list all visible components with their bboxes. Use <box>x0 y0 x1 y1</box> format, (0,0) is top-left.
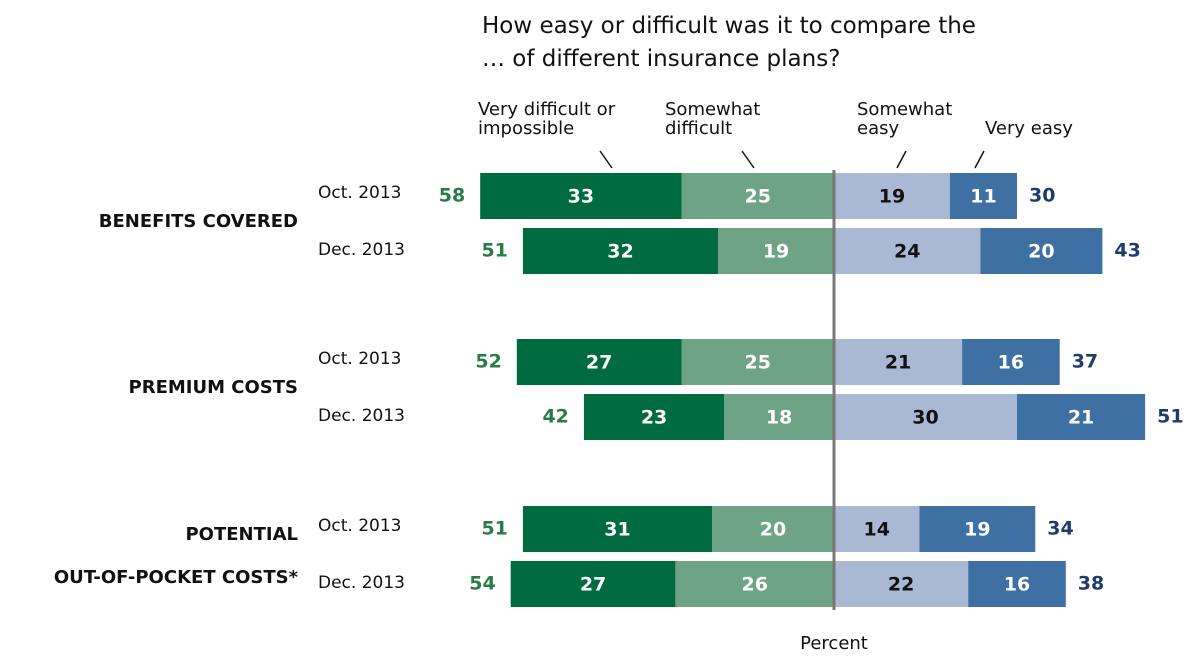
value-label: 26 <box>741 574 767 596</box>
pointer <box>741 150 755 169</box>
value-label: 19 <box>879 186 905 208</box>
value-label: 19 <box>763 241 789 263</box>
bar-segment <box>968 561 1066 607</box>
legend-label: Very easy <box>985 118 1073 139</box>
bar-segment <box>834 173 950 219</box>
bar-segment <box>834 339 963 385</box>
legend-label: Somewhat difficult <box>665 99 761 139</box>
bar-segment <box>522 228 719 274</box>
value-label: 27 <box>580 574 606 596</box>
group-label: OUT-OF-POCKET COSTS* <box>54 567 299 588</box>
group-label: BENEFITS COVERED <box>99 211 298 232</box>
value-label: 31 <box>604 519 630 541</box>
pointer <box>896 150 907 169</box>
value-label: 20 <box>1028 241 1054 263</box>
total-label: 52 <box>475 351 501 373</box>
bar-segment <box>1017 394 1146 440</box>
value-label: 25 <box>745 352 771 374</box>
row-label: Dec. 2013 <box>318 406 405 426</box>
value-label: 24 <box>894 241 920 263</box>
value-label: 20 <box>760 519 786 541</box>
value-label: 32 <box>607 241 633 263</box>
bar-segment <box>834 561 969 607</box>
value-label: 19 <box>964 519 990 541</box>
value-label: 25 <box>745 186 771 208</box>
value-label: 16 <box>998 352 1024 374</box>
total-label: 34 <box>1047 518 1073 540</box>
bar-segment <box>834 394 1017 440</box>
total-label: 42 <box>542 406 568 428</box>
bar-segment <box>718 228 834 274</box>
total-label: 37 <box>1072 351 1098 373</box>
chart-title: How easy or difficult was it to compare … <box>482 13 976 72</box>
value-label: 27 <box>586 352 612 374</box>
total-label: 38 <box>1078 573 1104 595</box>
bar-segment <box>480 173 682 219</box>
total-label: 54 <box>469 573 495 595</box>
value-label: 23 <box>641 407 667 429</box>
pointer <box>599 150 613 169</box>
bar-segment <box>516 339 682 385</box>
bar-segment <box>919 506 1036 552</box>
total-label: 51 <box>481 518 507 540</box>
total-label: 51 <box>481 240 507 262</box>
value-label: 21 <box>1068 407 1094 429</box>
value-label: 14 <box>863 519 889 541</box>
legend-pointers <box>599 150 985 169</box>
row-label: Oct. 2013 <box>318 349 401 369</box>
bar-segment <box>962 339 1060 385</box>
total-label: 43 <box>1114 240 1140 262</box>
bar-segment <box>834 506 920 552</box>
x-axis-label: Percent <box>800 633 868 654</box>
group-label: POTENTIAL <box>185 524 298 545</box>
row-label: Dec. 2013 <box>318 240 405 260</box>
group-label: PREMIUM COSTS <box>129 377 298 398</box>
bar-segment <box>712 506 834 552</box>
pointer <box>974 150 985 169</box>
legend-label: Very difficult or impossible <box>478 99 616 139</box>
bar-segment <box>724 394 834 440</box>
bar-segment <box>834 228 981 274</box>
row-label: Dec. 2013 <box>318 573 405 593</box>
value-label: 22 <box>888 574 914 596</box>
value-label: 21 <box>885 352 911 374</box>
bar-segment <box>675 561 834 607</box>
bar-segment <box>949 173 1017 219</box>
value-label: 33 <box>568 186 594 208</box>
row-label: Oct. 2013 <box>318 183 401 203</box>
value-label: 11 <box>970 186 996 208</box>
bar-segment <box>522 506 712 552</box>
bar-segment <box>681 173 834 219</box>
bar-segment <box>980 228 1103 274</box>
value-label: 30 <box>912 407 938 429</box>
bar-segment <box>583 394 725 440</box>
legend-label: Somewhat easy <box>857 99 953 139</box>
total-label: 30 <box>1029 185 1055 207</box>
bar-segment <box>681 339 834 385</box>
value-label: 18 <box>766 407 792 429</box>
bar-segment <box>510 561 676 607</box>
value-label: 16 <box>1004 574 1030 596</box>
total-label: 51 <box>1157 406 1183 428</box>
total-label: 58 <box>439 185 465 207</box>
row-label: Oct. 2013 <box>318 516 401 536</box>
